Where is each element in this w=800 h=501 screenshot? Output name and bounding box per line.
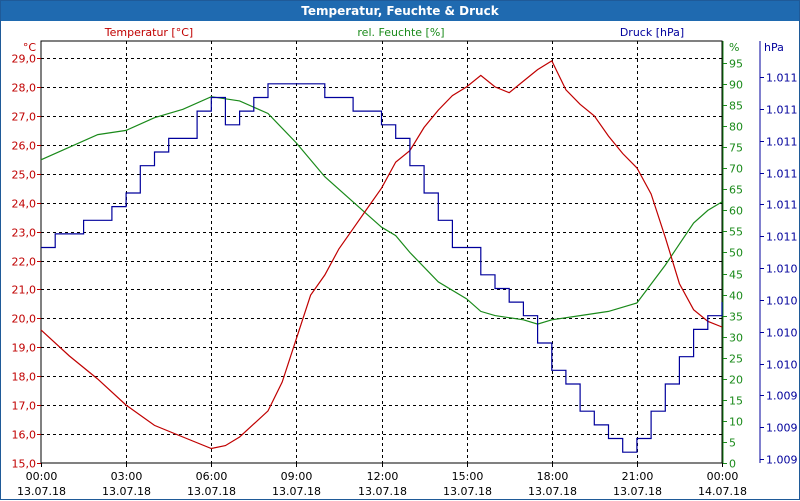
x-tick-label-date: 13.07.18 (272, 485, 321, 498)
temp-tick-label: 28,0 (12, 82, 37, 95)
temp-tick-label: 23,0 (12, 227, 37, 240)
legend-pressure: Druck [hPa] (620, 26, 684, 39)
x-tick-label-time: 00:00 (26, 470, 58, 483)
pressure-tick-label: 1.011 (766, 199, 798, 212)
series-line-temperature (40, 60, 723, 450)
humidity-tick-label: 65 (729, 184, 743, 197)
pressure-tick-label: 1.011 (766, 72, 798, 85)
x-tick-label-date: 13.07.18 (102, 485, 151, 498)
x-tick-label-date: 13.07.18 (613, 485, 662, 498)
humidity-tick-label: 15 (729, 395, 743, 408)
x-tick-label-date: 14.07.18 (698, 485, 747, 498)
humidity-tick-label: 55 (729, 226, 743, 239)
temp-tick-label: 18,0 (12, 371, 37, 384)
temp-tick-label: 25,0 (12, 169, 37, 182)
humidity-tick-label: 40 (729, 290, 743, 303)
humidity-tick-label: 10 (729, 416, 743, 429)
pressure-tick-label: 1.011 (766, 231, 798, 244)
humidity-tick-label: 20 (729, 374, 743, 387)
x-tick-label-time: 03:00 (111, 470, 143, 483)
x-tick-label-time: 18:00 (537, 470, 569, 483)
x-tick-label-time: 09:00 (281, 470, 313, 483)
window-title: Temperatur, Feuchte & Druck (1, 1, 799, 21)
series-line-pressure (41, 83, 723, 453)
humidity-tick-label: 45 (729, 269, 743, 282)
x-tick-label-date: 13.07.18 (443, 485, 492, 498)
pressure-tick-label: 1.011 (766, 168, 798, 181)
legend-humidity: rel. Feuchte [%] (357, 26, 444, 39)
humidity-tick-label: 95 (729, 58, 743, 71)
temp-tick-label: 20,0 (12, 313, 37, 326)
humidity-unit-label: % (729, 41, 739, 54)
pressure-tick-label: 1.009 (766, 454, 798, 467)
humidity-tick-label: 70 (729, 163, 743, 176)
x-tick-label-date: 13.07.18 (358, 485, 407, 498)
pressure-tick-label: 1.010 (766, 263, 798, 276)
x-tick-label-time: 15:00 (452, 470, 484, 483)
temp-tick-label: 24,0 (12, 198, 37, 211)
temp-tick-label: 16,0 (12, 429, 37, 442)
humidity-tick-label: 0 (729, 458, 736, 471)
pressure-tick-label: 1.011 (766, 104, 798, 117)
humidity-tick-label: 30 (729, 332, 743, 345)
temp-tick-label: 27,0 (12, 111, 37, 124)
x-tick-label-date: 13.07.18 (17, 485, 66, 498)
x-tick-label-date: 13.07.18 (187, 485, 236, 498)
temp-unit-label: °C (23, 41, 37, 54)
humidity-tick-label: 5 (729, 437, 736, 450)
pressure-tick-label: 1.009 (766, 390, 798, 403)
pressure-tick-label: 1.011 (766, 136, 798, 149)
series-line-humidity (40, 96, 723, 325)
pressure-tick-label: 1.010 (766, 295, 798, 308)
temp-tick-label: 29,0 (12, 53, 37, 66)
pressure-unit-label: hPa (764, 41, 784, 54)
temp-tick-label: 19,0 (12, 342, 37, 355)
humidity-tick-label: 25 (729, 353, 743, 366)
x-tick-label-time: 00:00 (707, 470, 739, 483)
temp-tick-label: 15,0 (12, 458, 37, 471)
humidity-tick-label: 50 (729, 247, 743, 260)
temp-tick-label: 17,0 (12, 400, 37, 413)
x-tick-label-date: 13.07.18 (528, 485, 577, 498)
temp-tick-label: 21,0 (12, 284, 37, 297)
humidity-tick-label: 80 (729, 121, 743, 134)
humidity-tick-label: 75 (729, 142, 743, 155)
x-tick-label-time: 12:00 (367, 470, 399, 483)
temp-tick-label: 22,0 (12, 256, 37, 269)
humidity-tick-label: 35 (729, 311, 743, 324)
x-tick-label-time: 06:00 (196, 470, 228, 483)
temp-tick-label: 26,0 (12, 140, 37, 153)
x-tick-label-time: 21:00 (622, 470, 654, 483)
humidity-tick-label: 90 (729, 79, 743, 92)
plot-area (40, 40, 723, 464)
pressure-tick-label: 1.010 (766, 327, 798, 340)
pressure-tick-label: 1.010 (766, 359, 798, 372)
pressure-tick-label: 1.009 (766, 422, 798, 435)
humidity-tick-label: 60 (729, 205, 743, 218)
humidity-tick-label: 85 (729, 100, 743, 113)
legend-temperature: Temperatur [°C] (104, 26, 193, 39)
